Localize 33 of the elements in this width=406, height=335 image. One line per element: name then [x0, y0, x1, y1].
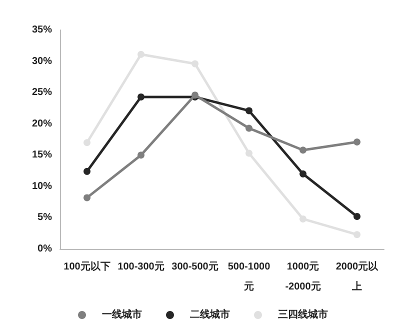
x-tick-label: 1000元-2000元 [285, 260, 321, 292]
legend-label: 三四线城市 [278, 308, 328, 320]
point [84, 139, 90, 146]
point [84, 194, 90, 202]
point [192, 60, 198, 68]
legend-label: 二线城市 [190, 308, 230, 320]
point [138, 93, 144, 100]
point [354, 138, 360, 146]
y-tick-label: 15% [32, 150, 52, 161]
point [354, 212, 360, 220]
x-tick-label: 100元以下 [64, 260, 110, 272]
y-tick-label: 5% [38, 212, 52, 224]
x-tick-label: 100-300元 [118, 260, 164, 272]
y-tick-label: 20% [32, 118, 52, 130]
point [84, 168, 90, 175]
point [246, 124, 252, 132]
y-tick-label: 35% [32, 24, 52, 36]
point [138, 50, 144, 58]
point [300, 170, 306, 178]
point [300, 146, 306, 154]
point [354, 231, 360, 238]
y-tick-label: 10% [32, 180, 52, 192]
legend-label: 一线城市 [102, 308, 142, 320]
y-tick-label: 30% [32, 56, 52, 67]
x-tick-label: 2000元以上 [336, 260, 380, 292]
point [300, 215, 306, 222]
point [138, 152, 144, 159]
y-tick-label: 25% [32, 87, 52, 98]
x-tick-label: 300-500元 [172, 260, 218, 272]
point [246, 150, 252, 157]
x-tick-label: 500-1000元 [228, 262, 271, 292]
point [246, 107, 252, 114]
y-tick-label: 0% [38, 244, 52, 254]
